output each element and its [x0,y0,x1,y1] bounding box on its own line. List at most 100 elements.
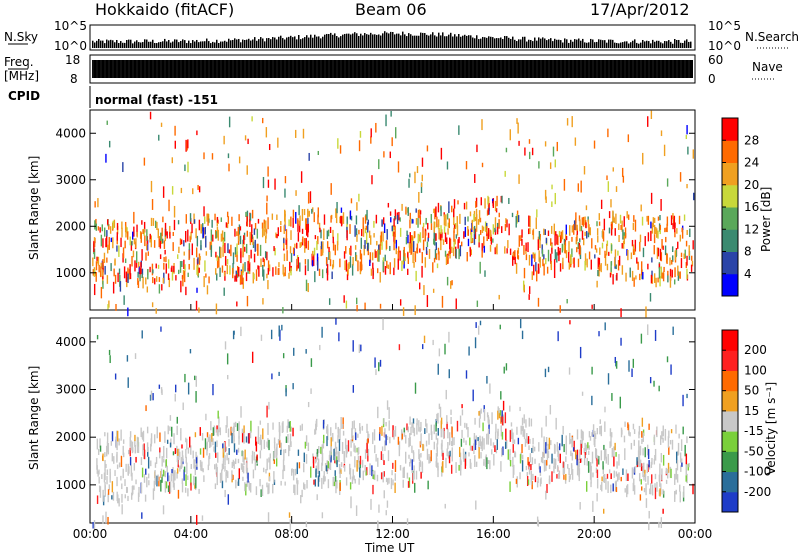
echo-point [413,262,415,268]
echo-point [282,421,284,433]
echo-point [131,240,133,246]
echo-point [661,272,663,279]
echo-point [522,280,525,291]
echo-point [391,137,393,147]
nsky-bar [428,35,430,48]
echo-point [633,215,635,222]
nsky-bar [684,40,686,48]
echo-point [142,276,144,289]
echo-point [606,243,608,256]
echo-point [435,461,437,467]
echo-point [584,253,587,266]
echo-point [639,494,642,501]
echo-point [608,251,610,256]
echo-point [345,246,347,254]
echo-point [636,257,638,264]
echo-point [629,267,631,278]
echo-point [616,272,618,281]
echo-point [275,266,277,275]
echo-point [363,245,365,256]
echo-point [307,191,310,204]
echo-point [690,264,693,272]
echo-point [598,257,601,265]
echo-point [449,248,451,254]
echo-point [514,450,516,458]
nsky-bar [588,42,590,48]
echo-point [591,395,593,406]
echo-point [215,268,217,275]
echo-point [391,225,393,232]
echo-point [497,410,499,420]
echo-point [153,240,156,248]
echo-point [428,433,430,445]
echo-point [133,238,136,245]
colorbar-swatch [722,251,738,275]
echo-point [470,228,472,235]
echo-point [498,408,500,414]
echo-point [290,253,293,263]
echo-point [409,433,411,442]
echo-point [618,472,620,480]
echo-point [416,418,418,426]
echo-point [686,393,688,399]
echo-point [638,459,640,467]
echo-point [145,252,147,261]
echo-point [437,428,439,436]
colorbar-tick: 200 [744,343,767,357]
echo-point [102,453,104,462]
echo-point [642,152,644,165]
echo-point [441,450,444,456]
echo-point [304,484,306,490]
echo-point [386,435,389,441]
echo-point [422,226,424,239]
echo-point [640,333,643,344]
echo-point [278,325,280,337]
echo-point [661,239,663,249]
echo-point [475,197,478,207]
echo-point [184,487,187,493]
nsky-bar [286,37,288,48]
nsky-bar [200,41,202,48]
echo-point [502,400,505,411]
echo-point [118,438,120,446]
echo-point [547,366,550,373]
echo-point [559,263,562,272]
echo-point [662,425,664,437]
echo-point [544,229,546,235]
echo-point [644,473,647,482]
echo-point [651,457,653,465]
echo-point [162,469,165,477]
echo-point [156,475,158,487]
echo-point [440,238,442,251]
echo-point [215,251,217,258]
echo-point [521,454,524,460]
echo-point [205,235,207,248]
echo-point [610,434,612,447]
echo-point [461,404,463,409]
echo-point [420,433,422,446]
echo-point [672,326,674,335]
nsky-bar [194,41,196,48]
echo-point [284,188,286,198]
echo-point [409,232,411,244]
echo-point [221,463,224,471]
echo-point [612,210,614,222]
echo-point [339,258,341,268]
echo-point [206,441,208,452]
echo-point [459,213,461,224]
echo-point [641,216,644,226]
echo-point [350,439,352,448]
echo-point [599,247,601,255]
echo-point [671,246,674,253]
echo-point [603,444,605,450]
echo-point [475,435,478,445]
echo-point [664,428,667,441]
echo-point [519,454,522,464]
echo-point [292,217,294,228]
nsky-bar [198,42,200,48]
echo-point [408,437,410,448]
echo-point [318,446,320,454]
echo-point [198,267,200,273]
echo-point [547,230,550,237]
echo-point [545,258,547,265]
